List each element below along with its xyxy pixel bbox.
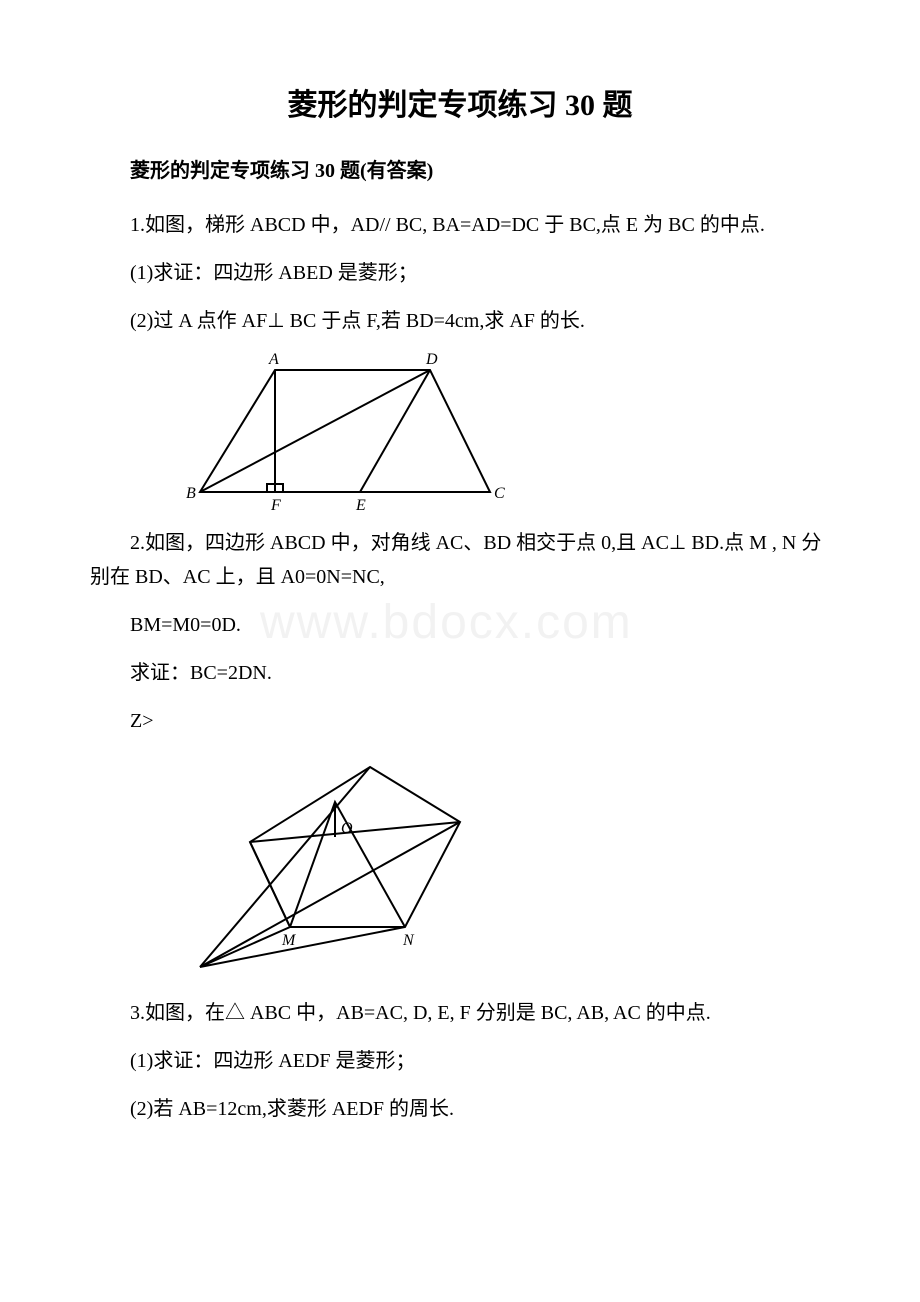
figure-1-svg: A D B F E C [180,352,510,512]
q3-stem: 3.如图，在△ ABC 中，AB=AC, D, E, F 分别是 BC, AB,… [90,996,830,1030]
q2-line2: BM=M0=0D. [90,608,830,642]
svg-text:N: N [402,932,415,949]
figure-2: O M N [180,752,830,982]
subtitle: 菱形的判定专项练习 30 题(有答案) [90,154,830,188]
svg-text:M: M [281,932,297,949]
svg-text:O: O [341,820,353,837]
svg-text:A: A [268,352,279,368]
q1-part1: (1)求证：四边形 ABED 是菱形； [90,256,830,290]
svg-text:E: E [355,497,366,512]
q1-part2: (2)过 A 点作 AF⊥ BC 于点 F,若 BD=4cm,求 AF 的长. [90,304,830,338]
q3-part1: (1)求证：四边形 AEDF 是菱形； [90,1044,830,1078]
svg-text:C: C [494,485,505,502]
figure-1: A D B F E C [180,352,830,512]
q2-stem: 2.如图，四边形 ABCD 中，对角线 AC、BD 相交于点 0,且 AC⊥ B… [90,526,830,594]
svg-text:F: F [270,497,281,512]
q3-part2: (2)若 AB=12cm,求菱形 AEDF 的周长. [90,1092,830,1126]
q1-stem: 1.如图，梯形 ABCD 中，AD// BC, BA=AD=DC 于 BC,点 … [90,208,830,242]
q2-line4: Z> [90,704,830,738]
q2-line3: 求证：BC=2DN. [90,656,830,690]
svg-text:B: B [186,485,196,502]
svg-text:D: D [425,352,438,368]
page-title: 菱形的判定专项练习 30 题 [90,80,830,124]
figure-2-svg: O M N [180,752,480,982]
